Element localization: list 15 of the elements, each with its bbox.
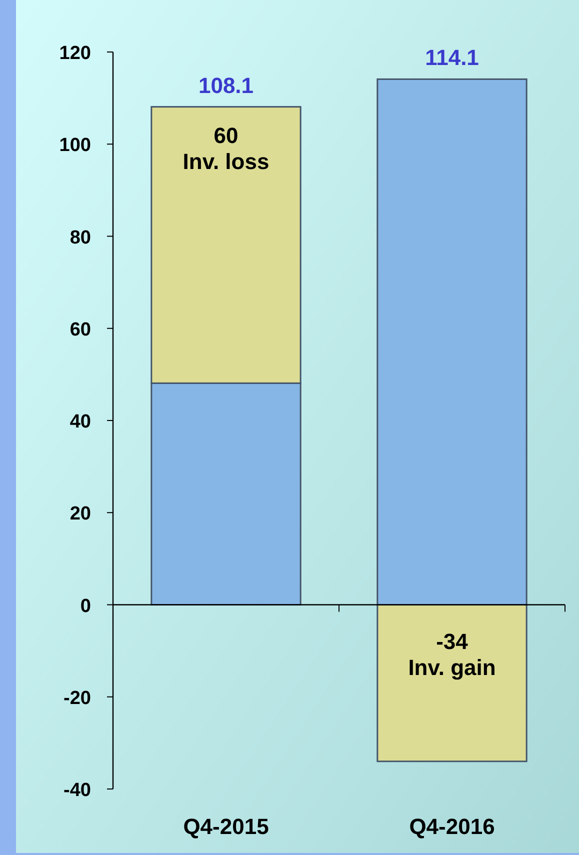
y-tick-label: 100 (59, 135, 91, 156)
annotation: 114.1 (425, 45, 479, 70)
y-tick-label: 0 (80, 596, 91, 617)
y-tick-label: -40 (64, 780, 91, 801)
x-tick-label: Q4-2015 (183, 814, 269, 839)
y-tick-label: 120 (59, 43, 91, 64)
data-label: 60 Inv. loss (182, 122, 270, 174)
data-label: -34 Inv. gain (408, 628, 496, 680)
y-tick-label: 20 (70, 504, 91, 525)
y-tick-label: 80 (70, 227, 91, 248)
y-tick-label: -20 (64, 688, 91, 709)
x-tick-label: Q4-2016 (409, 814, 495, 839)
y-tick-label: 40 (70, 412, 91, 432)
annotation: 108.1 (198, 72, 254, 98)
y-tick-label: 60 (70, 319, 91, 340)
